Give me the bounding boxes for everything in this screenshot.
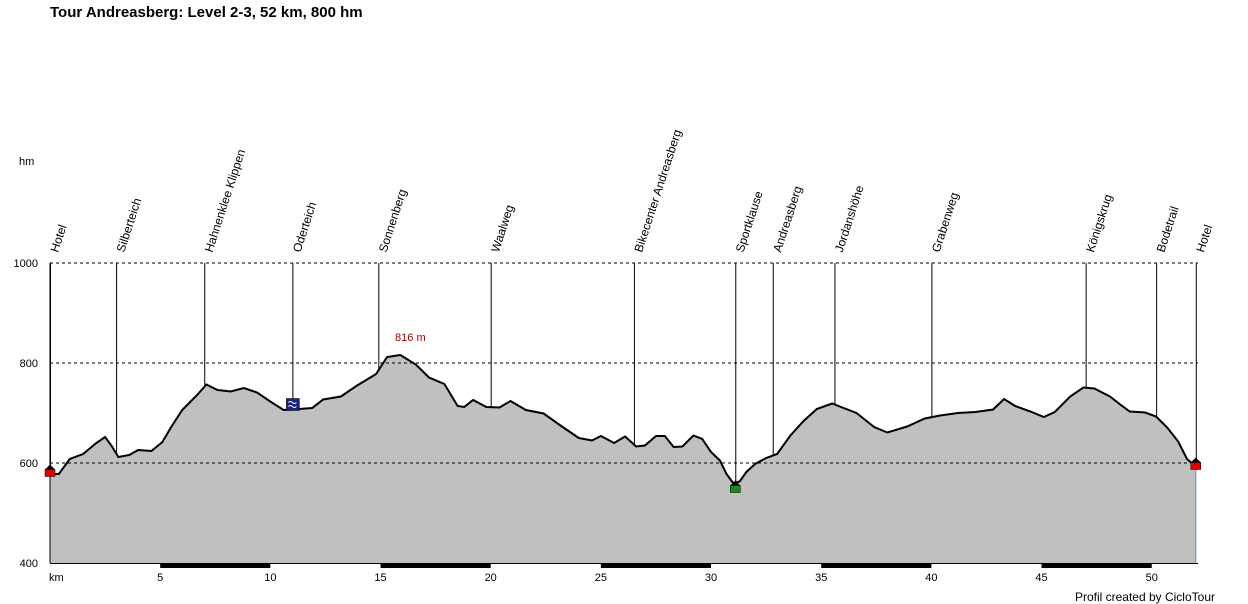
waypoint-label-13: Hotel: [1193, 223, 1215, 254]
km-scale-segment-35: [821, 564, 932, 568]
waypoint-label-5: Waalweg: [488, 203, 516, 254]
waypoint-label-8: Andreasberg: [770, 184, 805, 254]
chart-title: Tour Andreasberg: Level 2-3, 52 km, 800 …: [50, 4, 363, 21]
x-axis-unit-label: km: [49, 572, 64, 584]
waypoint-label-9: Jordanshöhe: [832, 183, 867, 254]
elevation-profile-line: [50, 353, 1197, 485]
waypoint-label-4: Sonnenberg: [376, 187, 410, 254]
y-tick-label-1000: 1000: [14, 258, 38, 270]
red-house-icon-0: [44, 469, 56, 477]
y-axis-unit-label: hm: [19, 156, 35, 168]
km-scale-segment-25: [600, 564, 712, 568]
km-scale-segment-15: [380, 564, 491, 568]
y-tick-label-400: 400: [20, 558, 38, 570]
red-house-icon-13: [1190, 462, 1202, 470]
km-scale-segment-5: [160, 564, 271, 568]
x-tick-label-30: 30: [705, 572, 717, 584]
waypoint-label-2: Hahnenklee Klippen: [202, 147, 249, 253]
credit-text: Profil created by CicloTour: [1074, 590, 1215, 604]
x-tick-label-40: 40: [925, 572, 937, 584]
waypoint-label-0: Hotel: [48, 223, 70, 254]
red-house-roof-0: [45, 464, 55, 470]
y-tick-label-600: 600: [20, 458, 38, 470]
km-scale-segment-45: [1041, 564, 1152, 568]
waypoint-label-10: Grabenweg: [929, 191, 961, 254]
x-tick-label-15: 15: [374, 572, 386, 584]
waypoint-label-3: Oderteich: [290, 200, 319, 254]
x-tick-label-5: 5: [157, 572, 163, 584]
y-tick-label-800: 800: [20, 358, 38, 370]
x-tick-label-50: 50: [1146, 572, 1158, 584]
peak-elevation-label: 816 m: [395, 332, 426, 344]
x-tick-label-10: 10: [264, 572, 276, 584]
red-house-roof-13: [1190, 457, 1201, 463]
waypoint-label-1: Silberteich: [114, 196, 145, 254]
x-tick-label-25: 25: [595, 572, 607, 584]
waypoint-label-11: Königskrug: [1083, 192, 1115, 253]
elevation-area-fill: [50, 355, 1196, 563]
waypoint-label-12: Bodetrail: [1154, 205, 1182, 254]
waypoint-label-7: Sportklause: [733, 189, 766, 254]
green-house-roof-7: [730, 480, 741, 486]
x-tick-label-35: 35: [815, 572, 827, 584]
lake-wave-3: [288, 401, 297, 408]
waypoint-label-6: Bikecenter Andreasberg: [631, 128, 684, 254]
green-house-icon-7: [730, 485, 741, 493]
x-tick-label-45: 45: [1035, 572, 1047, 584]
lake-icon-3: [286, 398, 300, 411]
x-tick-label-20: 20: [485, 572, 497, 584]
